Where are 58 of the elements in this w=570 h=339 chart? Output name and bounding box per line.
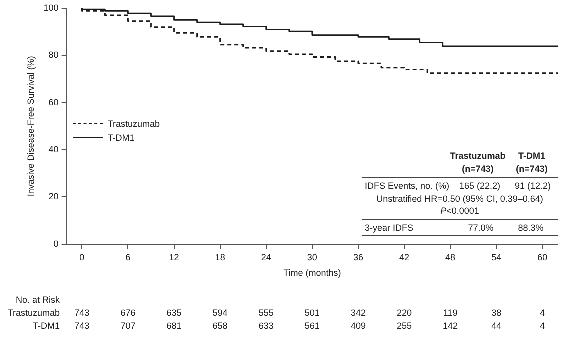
text: 409: [350, 320, 366, 332]
text: 119: [443, 307, 458, 319]
text: 676: [120, 307, 136, 319]
text: 658: [212, 320, 228, 332]
text: 38: [492, 307, 502, 319]
annotation: 165 (22.2): [459, 180, 501, 192]
text: 633: [258, 320, 274, 332]
annotation: Unstratified HR=0.50 (95% CI, 0.39–0.64): [376, 193, 544, 205]
y-tick-label: 60: [48, 97, 59, 108]
y-tick-label: 0: [54, 238, 59, 249]
x-tick-label: 48: [446, 252, 456, 262]
x-tick-label: 36: [353, 252, 364, 262]
text: 142: [443, 320, 458, 332]
text: No. at Risk: [16, 294, 60, 306]
annotation: 88.3%: [518, 222, 544, 234]
annotation: P<0.0001: [440, 205, 480, 217]
text: Trastuzumab: [8, 307, 60, 319]
annotation: 77.0%: [468, 222, 494, 234]
annotation: IDFS Events, no. (%): [365, 180, 450, 192]
text: 743: [74, 307, 90, 319]
annotation: 3-year IDFS: [365, 222, 414, 234]
annotation: (n=743): [462, 163, 494, 175]
y-tick-label: 20: [48, 192, 59, 202]
text: 44: [492, 320, 502, 332]
x-tick-label: 24: [261, 252, 272, 262]
x-axis-title: Time (months): [284, 268, 342, 278]
x-tick-label: 54: [492, 252, 502, 262]
annotation: T-DM1: [518, 150, 546, 162]
text: 4: [540, 320, 546, 332]
annotation: Trastuzumab: [450, 150, 506, 162]
text: 635: [166, 307, 182, 319]
text: 501: [304, 307, 320, 319]
x-tick-label: 12: [169, 252, 180, 262]
x-tick-label: 6: [126, 252, 131, 262]
x-tick-label: 18: [215, 252, 226, 262]
text: 342: [350, 307, 366, 319]
text: 707: [120, 320, 136, 332]
text: 561: [304, 320, 320, 332]
text: 743: [74, 320, 90, 332]
legend-label: T-DM1: [108, 132, 135, 143]
text: 594: [212, 307, 228, 319]
legend-label: Trastuzumab: [108, 118, 160, 129]
text: 220: [396, 307, 412, 319]
x-tick-label: 30: [307, 252, 318, 262]
y-tick-label: 100: [44, 2, 59, 13]
y-axis-title: Invasive Disease-Free Survival (%): [26, 56, 36, 197]
annotation: 91 (12.2): [514, 180, 552, 192]
y-tick-label: 80: [48, 50, 59, 60]
x-tick-label: 42: [399, 252, 410, 262]
annotation: (n=743): [516, 163, 548, 175]
x-tick-label: 60: [538, 252, 548, 262]
text: 681: [166, 320, 182, 332]
x-tick-label: 0: [80, 252, 85, 262]
text: 555: [258, 307, 274, 319]
text: T-DM1: [33, 320, 60, 332]
y-tick-label: 40: [48, 144, 59, 154]
text: 4: [540, 307, 546, 319]
text: 255: [396, 320, 412, 332]
